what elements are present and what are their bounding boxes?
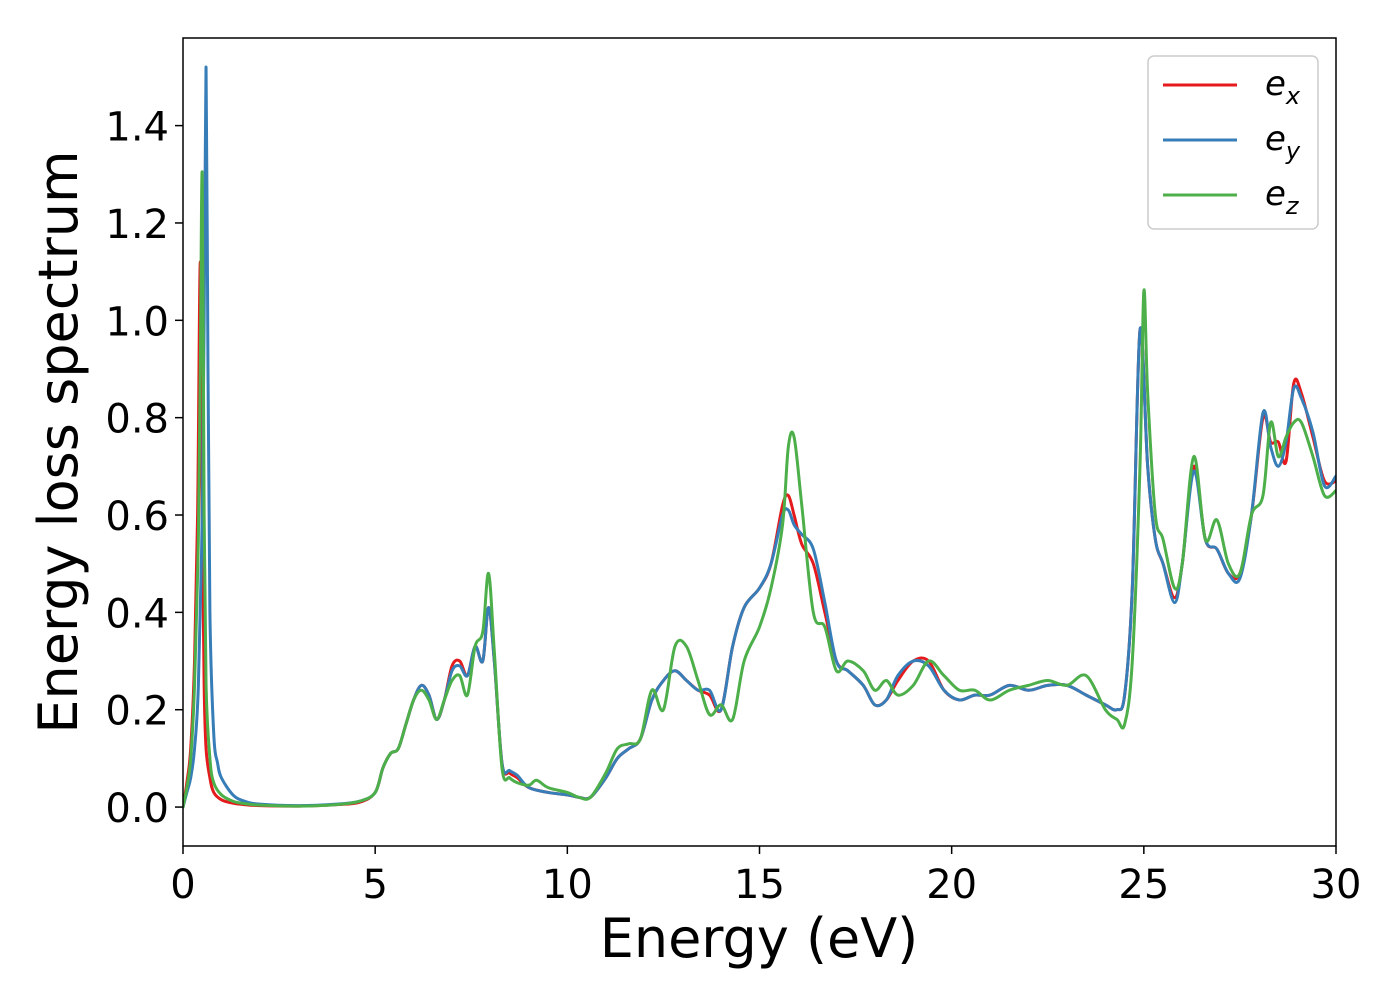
x-tick-label: 25 (1118, 862, 1169, 908)
series-line-e-x (183, 260, 1336, 809)
legend-label-e-y: ey (1265, 119, 1301, 165)
y-tick-label: 1.4 (105, 105, 169, 151)
legend-box (1147, 55, 1319, 230)
legend-label-e-z: ez (1265, 174, 1300, 220)
legend-items: ex ey ez (1163, 64, 1301, 220)
y-tick-label: 0.6 (105, 494, 169, 540)
y-axis-title: Energy loss spectrum (27, 150, 90, 733)
x-axis-title: Energy (eV) (600, 907, 919, 970)
legend-label-e-x: ex (1265, 64, 1301, 110)
series-line-e-z (183, 170, 1336, 809)
x-tick-label: 15 (734, 862, 785, 908)
y-tick-label: 0.2 (105, 689, 169, 735)
y-tick-label: 0.4 (105, 591, 169, 637)
series-layer (183, 65, 1336, 809)
x-tick-label: 0 (170, 862, 195, 908)
x-tick-label: 20 (926, 862, 977, 908)
y-tick-label: 1.0 (105, 299, 169, 345)
x-tick-label: 30 (1311, 862, 1362, 908)
y-tick-label: 0.8 (105, 397, 169, 443)
y-tick-label: 1.2 (105, 202, 169, 248)
x-axis-ticks: 0 5 10 15 20 25 30 (170, 846, 1361, 908)
x-tick-label: 5 (362, 862, 387, 908)
y-axis-ticks: 0.0 0.2 0.4 0.6 0.8 1.0 1.2 1.4 (105, 105, 183, 832)
x-tick-label: 10 (542, 862, 593, 908)
legend: ex ey ez (1147, 55, 1319, 230)
y-tick-label: 0.0 (105, 786, 169, 832)
